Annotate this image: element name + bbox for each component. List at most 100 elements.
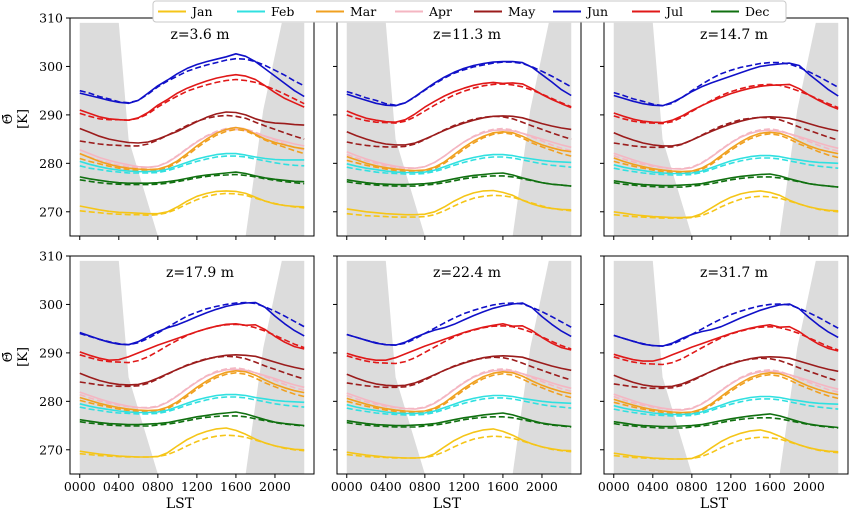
- x-tick-label: 0400: [637, 479, 669, 494]
- series-line-feb-solid: [613, 395, 839, 416]
- series-line-dec-solid: [346, 412, 572, 428]
- x-tick-label: 1200: [715, 479, 747, 494]
- legend-label-mar: Mar: [350, 4, 376, 19]
- series-line-jan-solid: [79, 190, 305, 215]
- series-line-dec-dashed: [79, 173, 305, 186]
- y-tick-label: 280: [39, 156, 63, 171]
- series-line-mar-dashed: [346, 132, 572, 173]
- axes-frame: [603, 255, 849, 475]
- series-line-feb-dashed: [346, 156, 572, 175]
- series-line-dec-solid: [613, 173, 839, 188]
- series-line-dec-solid: [79, 411, 305, 427]
- x-axis-label: LST: [700, 496, 729, 511]
- x-tick-label: 0400: [370, 479, 402, 494]
- series-line-may-solid: [79, 111, 305, 144]
- x-tick-label: 1600: [754, 479, 786, 494]
- axes-frame: [69, 255, 315, 475]
- night-shade-morning: [613, 22, 692, 236]
- y-tick-label: 290: [39, 345, 63, 360]
- series-line-dec-dashed: [346, 175, 572, 187]
- series-line-apr-solid: [613, 370, 839, 411]
- y-tick-label: 270: [39, 204, 63, 219]
- x-tick-label: 0000: [598, 479, 630, 494]
- y-axis-unit: [K]: [16, 347, 31, 367]
- series-line-mar-dashed: [79, 371, 305, 413]
- series-line-may-solid: [346, 354, 572, 387]
- series-line-mar-solid: [613, 371, 839, 414]
- y-axis-label: Θ̄: [1, 352, 16, 363]
- panel-title: z=14.7 m: [700, 27, 768, 43]
- series-line-mar-solid: [613, 131, 839, 173]
- series-line-jul-solid: [346, 322, 572, 362]
- x-tick-label: 1200: [448, 479, 480, 494]
- y-tick-label: 300: [39, 59, 63, 74]
- panel-title: z=22.4 m: [433, 265, 501, 281]
- series-line-mar-solid: [346, 370, 572, 413]
- series-line-jun-solid: [346, 60, 572, 107]
- x-tick-label: 1600: [220, 479, 252, 494]
- night-shade-morning: [346, 260, 425, 474]
- series-line-jan-solid: [346, 189, 572, 216]
- series-line-mar-solid: [79, 126, 305, 171]
- series-line-apr-solid: [346, 129, 572, 169]
- series-line-apr-solid: [79, 368, 305, 409]
- series-line-mar-dashed: [613, 373, 839, 415]
- panel-title: z=31.7 m: [700, 265, 768, 281]
- legend-box: [152, 0, 787, 23]
- night-shade-morning: [346, 22, 425, 236]
- night-shade-evening: [512, 260, 572, 474]
- series-line-jul-dashed: [346, 83, 572, 124]
- legend-label-apr: Apr: [428, 4, 452, 19]
- night-shade-morning: [613, 260, 692, 474]
- series-line-jan-solid: [79, 427, 305, 458]
- legend-label-jan: Jan: [190, 4, 213, 19]
- x-tick-label: 0800: [676, 479, 708, 494]
- night-shade-morning: [79, 22, 158, 236]
- legend-label-jun: Jun: [585, 4, 608, 19]
- night-shade-evening: [779, 260, 839, 474]
- x-tick-label: 0000: [64, 479, 96, 494]
- series-line-dec-dashed: [79, 415, 305, 427]
- series-line-may-solid: [613, 355, 839, 388]
- legend-label-feb: Feb: [271, 4, 294, 19]
- series-line-dec-dashed: [346, 415, 572, 428]
- panel-4: z=17.9 m 270 280 290 300 310 0000 0400 0800 1200 1…: [1, 249, 315, 512]
- series-line-jul-solid: [79, 322, 305, 362]
- series-line-may-dashed: [613, 116, 839, 149]
- series-line-apr-solid: [346, 369, 572, 410]
- series-line-jan-solid: [346, 428, 572, 459]
- series-line-jun-solid: [613, 62, 839, 107]
- series-line-feb-dashed: [79, 155, 305, 174]
- x-axis-label: LST: [166, 496, 195, 511]
- y-tick-label: 300: [39, 297, 63, 312]
- series-line-dec-solid: [346, 172, 572, 187]
- series-line-jan-dashed: [346, 194, 572, 218]
- series-line-feb-dashed: [346, 397, 572, 416]
- series-line-jun-dashed: [613, 61, 839, 107]
- series-line-may-solid: [346, 115, 572, 146]
- night-shade-morning: [79, 260, 158, 474]
- panel-title: z=11.3 m: [433, 27, 501, 43]
- series-line-feb-solid: [79, 152, 305, 173]
- series-line-mar-dashed: [79, 128, 305, 172]
- series-line-jun-solid: [613, 303, 839, 347]
- series-line-may-solid: [613, 116, 839, 147]
- series-line-jul-solid: [613, 83, 839, 124]
- y-axis-unit: [K]: [16, 109, 31, 129]
- panel-6: z=31.7 m 0000 0400 0800 1200 1600 2000 LST: [598, 255, 849, 512]
- panel-title: z=17.9 m: [166, 265, 234, 281]
- x-tick-label: 0000: [331, 479, 363, 494]
- y-axis-label: Θ̄: [1, 114, 16, 125]
- series-line-feb-solid: [346, 394, 572, 415]
- series-line-feb-solid: [613, 154, 839, 175]
- panel-2: z=11.3 m: [333, 17, 582, 240]
- series-line-dec-dashed: [613, 416, 839, 429]
- x-tick-label: 1200: [181, 479, 213, 494]
- x-tick-label: 0400: [103, 479, 135, 494]
- series-line-feb-solid: [79, 393, 305, 414]
- x-tick-label: 2000: [259, 479, 291, 494]
- series-line-jul-solid: [613, 323, 839, 362]
- series-line-mar-dashed: [346, 372, 572, 414]
- night-shade-evening: [779, 22, 839, 236]
